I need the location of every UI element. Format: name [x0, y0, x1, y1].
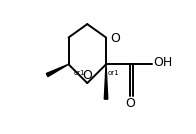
Text: O: O: [110, 32, 120, 45]
Text: O: O: [125, 97, 135, 110]
Polygon shape: [46, 64, 69, 77]
Polygon shape: [104, 64, 108, 99]
Text: or1: or1: [108, 70, 120, 76]
Text: OH: OH: [153, 56, 172, 70]
Text: O: O: [82, 69, 92, 82]
Text: or1: or1: [73, 70, 85, 76]
